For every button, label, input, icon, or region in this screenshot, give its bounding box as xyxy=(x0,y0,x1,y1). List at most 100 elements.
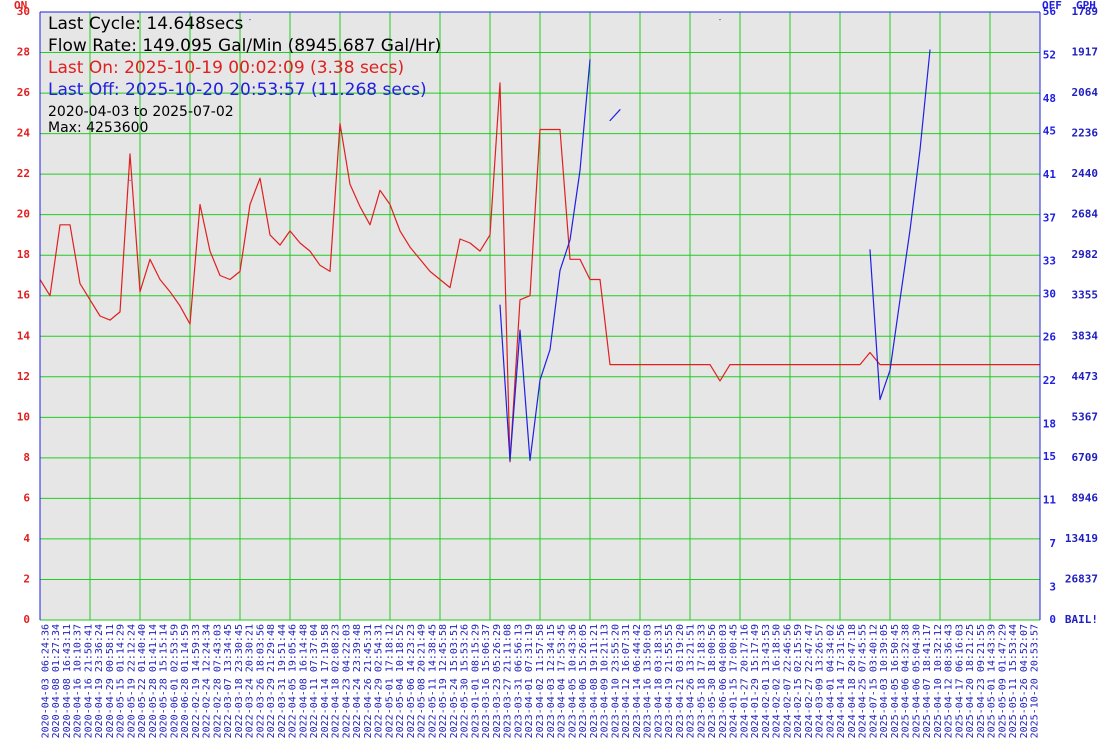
gph-tick-label: 2684 xyxy=(1072,208,1099,221)
x-tick-label: 2024-01-15 17:00:45 xyxy=(729,624,740,738)
x-tick-label: 2022-03-24 20:30:21 xyxy=(245,624,256,738)
x-tick-label: 2022-05-01 17:18:12 xyxy=(384,624,395,738)
series-line xyxy=(129,19,931,461)
x-tick-label: 2022-04-08 16:14:48 xyxy=(298,624,309,738)
y2-tick-label: 56 xyxy=(1043,5,1057,18)
y2-tick-label: 3 xyxy=(1049,580,1056,593)
y-tick-label: 20 xyxy=(17,208,30,221)
gph-tick-label: 1917 xyxy=(1072,46,1099,59)
y-tick-label: 28 xyxy=(17,46,30,59)
x-tick-label: 2023-04-04 17:53:45 xyxy=(557,624,568,738)
y2-tick-label: 22 xyxy=(1043,374,1056,387)
y-tick-label: 14 xyxy=(17,329,31,342)
annotation: Last Off: 2025-10-20 20:53:57 (11.268 se… xyxy=(48,80,427,100)
x-tick-label: 2023-04-19 21:55:55 xyxy=(664,624,675,738)
x-tick-label: 2022-03-31 19:51:44 xyxy=(277,624,288,738)
x-tick-label: 2023-05-18 17:18:33 xyxy=(696,624,707,738)
y2-tick-label: 33 xyxy=(1043,255,1056,268)
x-tick-label: 2024-02-07 22:46:56 xyxy=(782,624,793,738)
x-tick-label: 2024-07-15 03:40:12 xyxy=(868,624,879,738)
y-tick-label: 26 xyxy=(17,86,31,99)
x-tick-label: 2020-05-28 15:15:14 xyxy=(159,624,170,738)
x-tick-label: 2023-04-08 19:11:21 xyxy=(589,624,600,738)
x-tick-label: 2023-04-21 03:19:20 xyxy=(675,624,686,738)
x-tick-label: 2023-04-05 10:43:36 xyxy=(567,624,578,738)
x-tick-label: 2022-02-24 12:24:34 xyxy=(202,624,213,738)
x-tick-label: 2022-04-29 02:54:31 xyxy=(374,624,385,738)
x-tick-label: 2023-03-23 05:26:29 xyxy=(492,624,503,738)
y2-tick-label: 37 xyxy=(1043,211,1056,224)
y-tick-label: 2 xyxy=(23,572,30,585)
x-tick-label: 2024-02-27 22:47:47 xyxy=(804,624,815,738)
y2-tick-label: 26 xyxy=(1043,331,1057,344)
x-tick-label: 2023-04-02 11:57:58 xyxy=(535,624,546,738)
x-tick-label: 2022-04-05 19:05:46 xyxy=(288,624,299,738)
x-tick-label: 2022-02-28 07:43:03 xyxy=(212,624,223,738)
x-tick-label: 2022-04-23 04:22:03 xyxy=(341,624,352,738)
x-tick-label: 2020-05-19 22:12:24 xyxy=(126,624,137,738)
gph-tick-label: 6709 xyxy=(1072,451,1099,464)
x-tick-label: 2024-03-09 13:26:57 xyxy=(815,624,826,738)
y2-tick-label: 18 xyxy=(1043,418,1056,431)
y-tick-label: 6 xyxy=(23,491,30,504)
gph-tick-label: 2236 xyxy=(1072,127,1099,140)
x-tick-label: 2022-05-06 14:23:23 xyxy=(406,624,417,738)
gph-header: GPH xyxy=(1076,0,1096,12)
x-tick-label: 2022-04-26 21:45:31 xyxy=(363,624,374,738)
x-tick-label: 2023-01-01 08:15:29 xyxy=(470,624,481,738)
x-tick-label: 2022-03-26 18:03:56 xyxy=(255,624,266,738)
x-tick-label: 2022-04-14 17:19:58 xyxy=(320,624,331,738)
x-tick-label: 2023-04-09 10:21:13 xyxy=(600,624,611,738)
x-tick-label: 2025-04-20 18:21:25 xyxy=(965,624,976,738)
note: 2020-04-03 to 2025-07-02 xyxy=(48,104,234,120)
x-tick-label: 2023-03-27 21:11:08 xyxy=(503,624,514,738)
x-tick-label: 2025-04-17 06:16:03 xyxy=(954,624,965,738)
x-tick-label: 2022-03-29 21:29:48 xyxy=(266,624,277,738)
x-tick-label: 2020-04-03 06:24:36 xyxy=(40,624,51,738)
x-tick-label: 2020-05-28 01:41:14 xyxy=(148,624,159,738)
x-tick-label: 2023-04-18 03:18:31 xyxy=(653,624,664,738)
x-tick-label: 2025-04-06 05:04:30 xyxy=(911,624,922,738)
gph-tick-label: 2064 xyxy=(1072,86,1099,99)
x-tick-label: 2024-02-01 13:43:53 xyxy=(761,624,772,738)
x-tick-label: 2023-04-01 07:31:19 xyxy=(524,624,535,738)
x-tick-label: 2024-01-29 15:17:49 xyxy=(750,624,761,738)
x-tick-label: 2024-02-02 16:18:50 xyxy=(772,624,783,738)
x-tick-label: 2022-05-24 15:03:51 xyxy=(449,624,460,738)
y2-tick-label: 11 xyxy=(1043,494,1057,507)
annotation: Last Cycle: 14.648secs xyxy=(48,14,244,34)
right-axis-header: OFF xyxy=(1042,0,1062,12)
x-tick-label: 2022-03-07 13:34:45 xyxy=(223,624,234,738)
x-tick-label: 2020-05-22 01:40:40 xyxy=(137,624,148,738)
gph-tick-label: BAIL! xyxy=(1065,613,1098,626)
x-tick-label: 2023-04-10 23:55:20 xyxy=(610,624,621,738)
x-tick-label: 2022-04-18 02:08:23 xyxy=(331,624,342,738)
y2-tick-label: 41 xyxy=(1043,168,1057,181)
x-tick-label: 2025-04-12 08:36:43 xyxy=(944,624,955,738)
x-tick-label: 2022-04-11 07:37:04 xyxy=(309,624,320,738)
x-tick-label: 2023-04-12 16:07:31 xyxy=(621,624,632,738)
x-tick-label: 2023-04-06 15:26:05 xyxy=(578,624,589,738)
gph-tick-label: 2982 xyxy=(1072,248,1099,261)
y-tick-label: 0 xyxy=(23,613,30,626)
x-tick-label: 2025-04-10 10:32:12 xyxy=(933,624,944,738)
gph-tick-label: 13419 xyxy=(1065,532,1098,545)
x-tick-label: 2025-04-03 10:39:05 xyxy=(879,624,890,738)
gph-tick-label: 3355 xyxy=(1072,289,1099,302)
y-tick-label: 12 xyxy=(17,370,30,383)
x-tick-label: 2022-05-11 14:38:45 xyxy=(427,624,438,738)
x-tick-label: 2023-04-03 12:34:15 xyxy=(546,624,557,738)
y-tick-label: 30 xyxy=(17,5,30,18)
x-tick-label: 2020-04-16 10:10:37 xyxy=(73,624,84,738)
annotation: Flow Rate: 149.095 Gal/Min (8945.687 Gal… xyxy=(48,36,441,56)
gph-tick-label: 26837 xyxy=(1065,572,1098,585)
x-tick-label: 2020-04-08 16:43:11 xyxy=(62,624,73,738)
x-tick-label: 2025-04-05 16:50:45 xyxy=(890,624,901,738)
x-tick-label: 2024-04-18 20:47:18 xyxy=(847,624,858,738)
x-tick-label: 2025-05-26 04:52:07 xyxy=(1019,624,1030,738)
x-tick-label: 2020-04-08 01:27:34 xyxy=(51,624,62,738)
x-tick-label: 2024-04-25 07:45:55 xyxy=(858,624,869,738)
x-tick-label: 2020-04-29 00:58:11 xyxy=(105,624,116,738)
y-tick-label: 18 xyxy=(17,248,30,261)
y-tick-label: 16 xyxy=(17,289,31,302)
